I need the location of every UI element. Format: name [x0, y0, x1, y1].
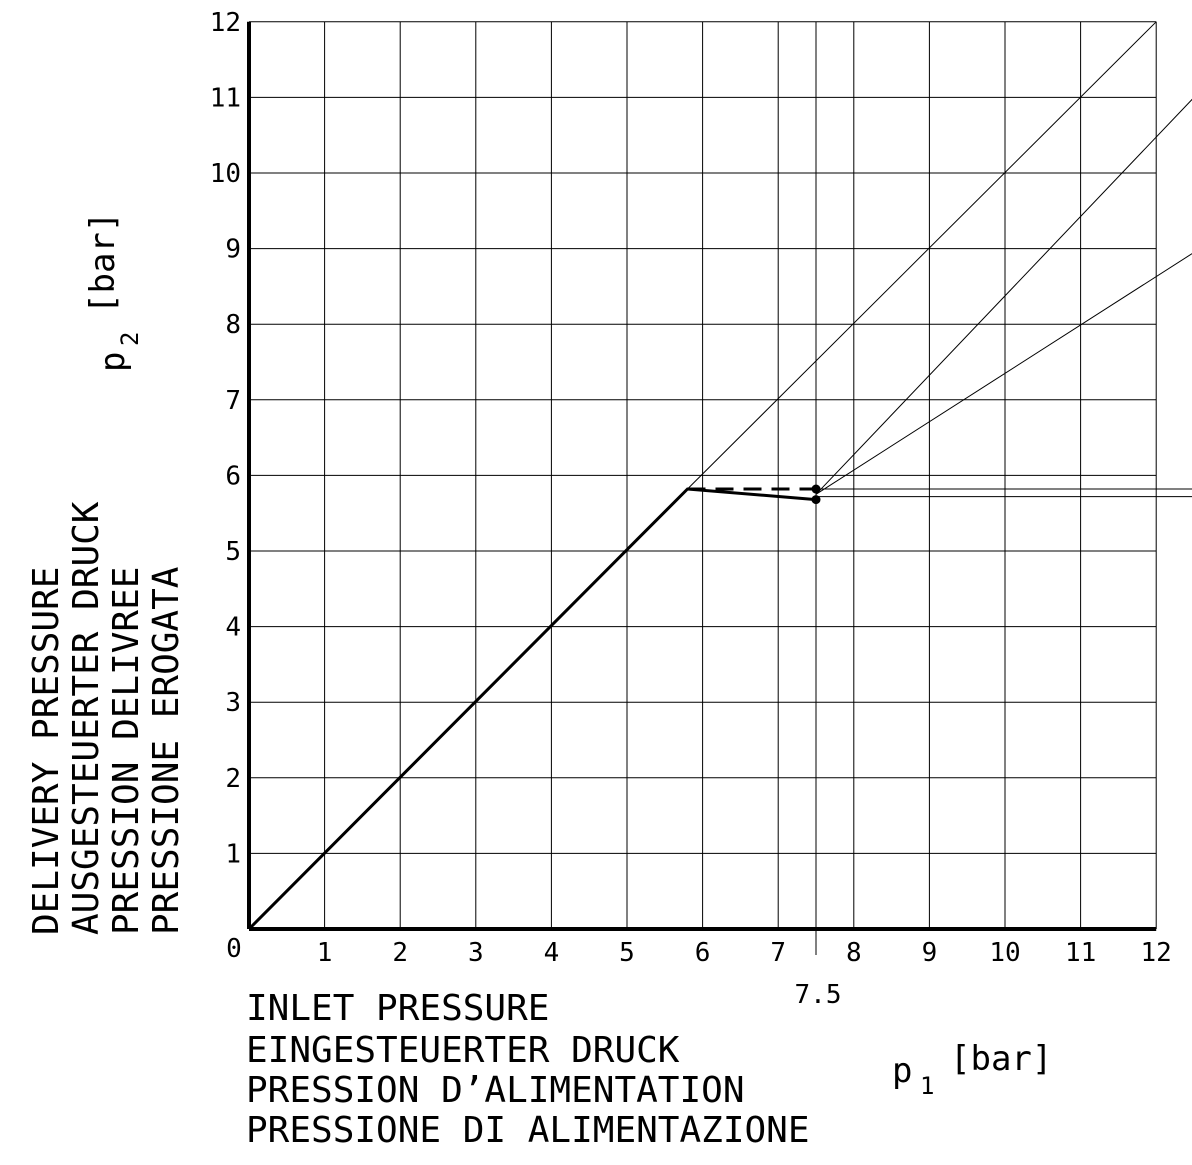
series-line-1	[247, 487, 817, 931]
y-axis-label-line-2: AUSGESTEUERTER DRUCK	[66, 501, 107, 935]
y-tick-label-2: 2	[225, 764, 241, 794]
x-tick-label-4: 4	[544, 938, 560, 968]
x-axis-label-line-3: PRESSION D’ALIMENTATION	[246, 1070, 745, 1111]
x-tick-label-9: 9	[922, 938, 938, 968]
y-axis-symbol: p 2 [bar]	[83, 212, 144, 372]
x-axis-label-line-1: INLET PRESSURE	[246, 988, 549, 1029]
data-point-marker-1	[811, 484, 821, 494]
y-tick-label-10: 10	[210, 159, 241, 189]
y-tick-label-7: 7	[225, 386, 241, 416]
y-axis-unit: [bar]	[83, 212, 123, 314]
y-symbol-subscript: 2	[116, 332, 144, 346]
y-axis-title: DELIVERY PRESSURE AUSGESTEUERTER DRUCK P…	[26, 501, 187, 935]
x-tick-label-8: 8	[846, 938, 862, 968]
series-line-4	[815, 98, 1192, 495]
x-tick-label-12: 12	[1141, 938, 1172, 968]
x-symbol-subscript: 1	[920, 1072, 934, 1100]
origin-label: 0	[226, 934, 242, 964]
x-tick-label-1: 1	[317, 938, 333, 968]
data-lines	[247, 21, 1192, 931]
x-tick-label-5: 5	[619, 938, 635, 968]
y-tick-label-9: 9	[225, 235, 241, 265]
axes	[247, 21, 1157, 931]
extra-tick-label: 7.5	[795, 980, 842, 1010]
series-line-5	[815, 253, 1192, 495]
y-axis-label-line-4: PRESSIONE EROGATA	[146, 566, 187, 935]
x-axis-title: INLET PRESSURE EINGESTEUERTER DRUCK PRES…	[246, 988, 810, 1151]
x-tick-label-10: 10	[989, 938, 1020, 968]
y-tick-label-4: 4	[225, 613, 241, 643]
y-tick-label-3: 3	[225, 688, 241, 718]
y-tick-label-8: 8	[225, 310, 241, 340]
x-tick-label-2: 2	[392, 938, 408, 968]
x-tick-label-11: 11	[1065, 938, 1096, 968]
x-axis-symbol: p 1 [bar]	[892, 1039, 1052, 1100]
x-tick-label-6: 6	[695, 938, 711, 968]
x-tick-label-7: 7	[770, 938, 786, 968]
data-point-marker-2	[811, 495, 821, 505]
y-tick-label-6: 6	[225, 461, 241, 491]
y-axis-label-line-3: PRESSION DELIVREE	[106, 567, 147, 935]
x-tick-label-3: 3	[468, 938, 484, 968]
x-axis-label-line-4: PRESSIONE DI ALIMENTAZIONE	[246, 1110, 810, 1151]
y-tick-label-1: 1	[225, 839, 241, 869]
x-symbol-letter: p	[892, 1051, 912, 1091]
x-tick-labels: 1 2 3 4 5 6 7 8 9 10 11 12	[317, 938, 1172, 968]
y-tick-label-11: 11	[210, 83, 241, 113]
x-axis-unit: [bar]	[950, 1039, 1052, 1079]
y-symbol-letter: p	[93, 352, 133, 372]
series-line-3	[687, 21, 1157, 490]
y-axis-label-line-1: DELIVERY PRESSURE	[26, 567, 67, 935]
y-tick-label-12: 12	[210, 8, 241, 38]
y-tick-label-5: 5	[225, 537, 241, 567]
x-axis-label-line-2: EINGESTEUERTER DRUCK	[246, 1030, 680, 1071]
